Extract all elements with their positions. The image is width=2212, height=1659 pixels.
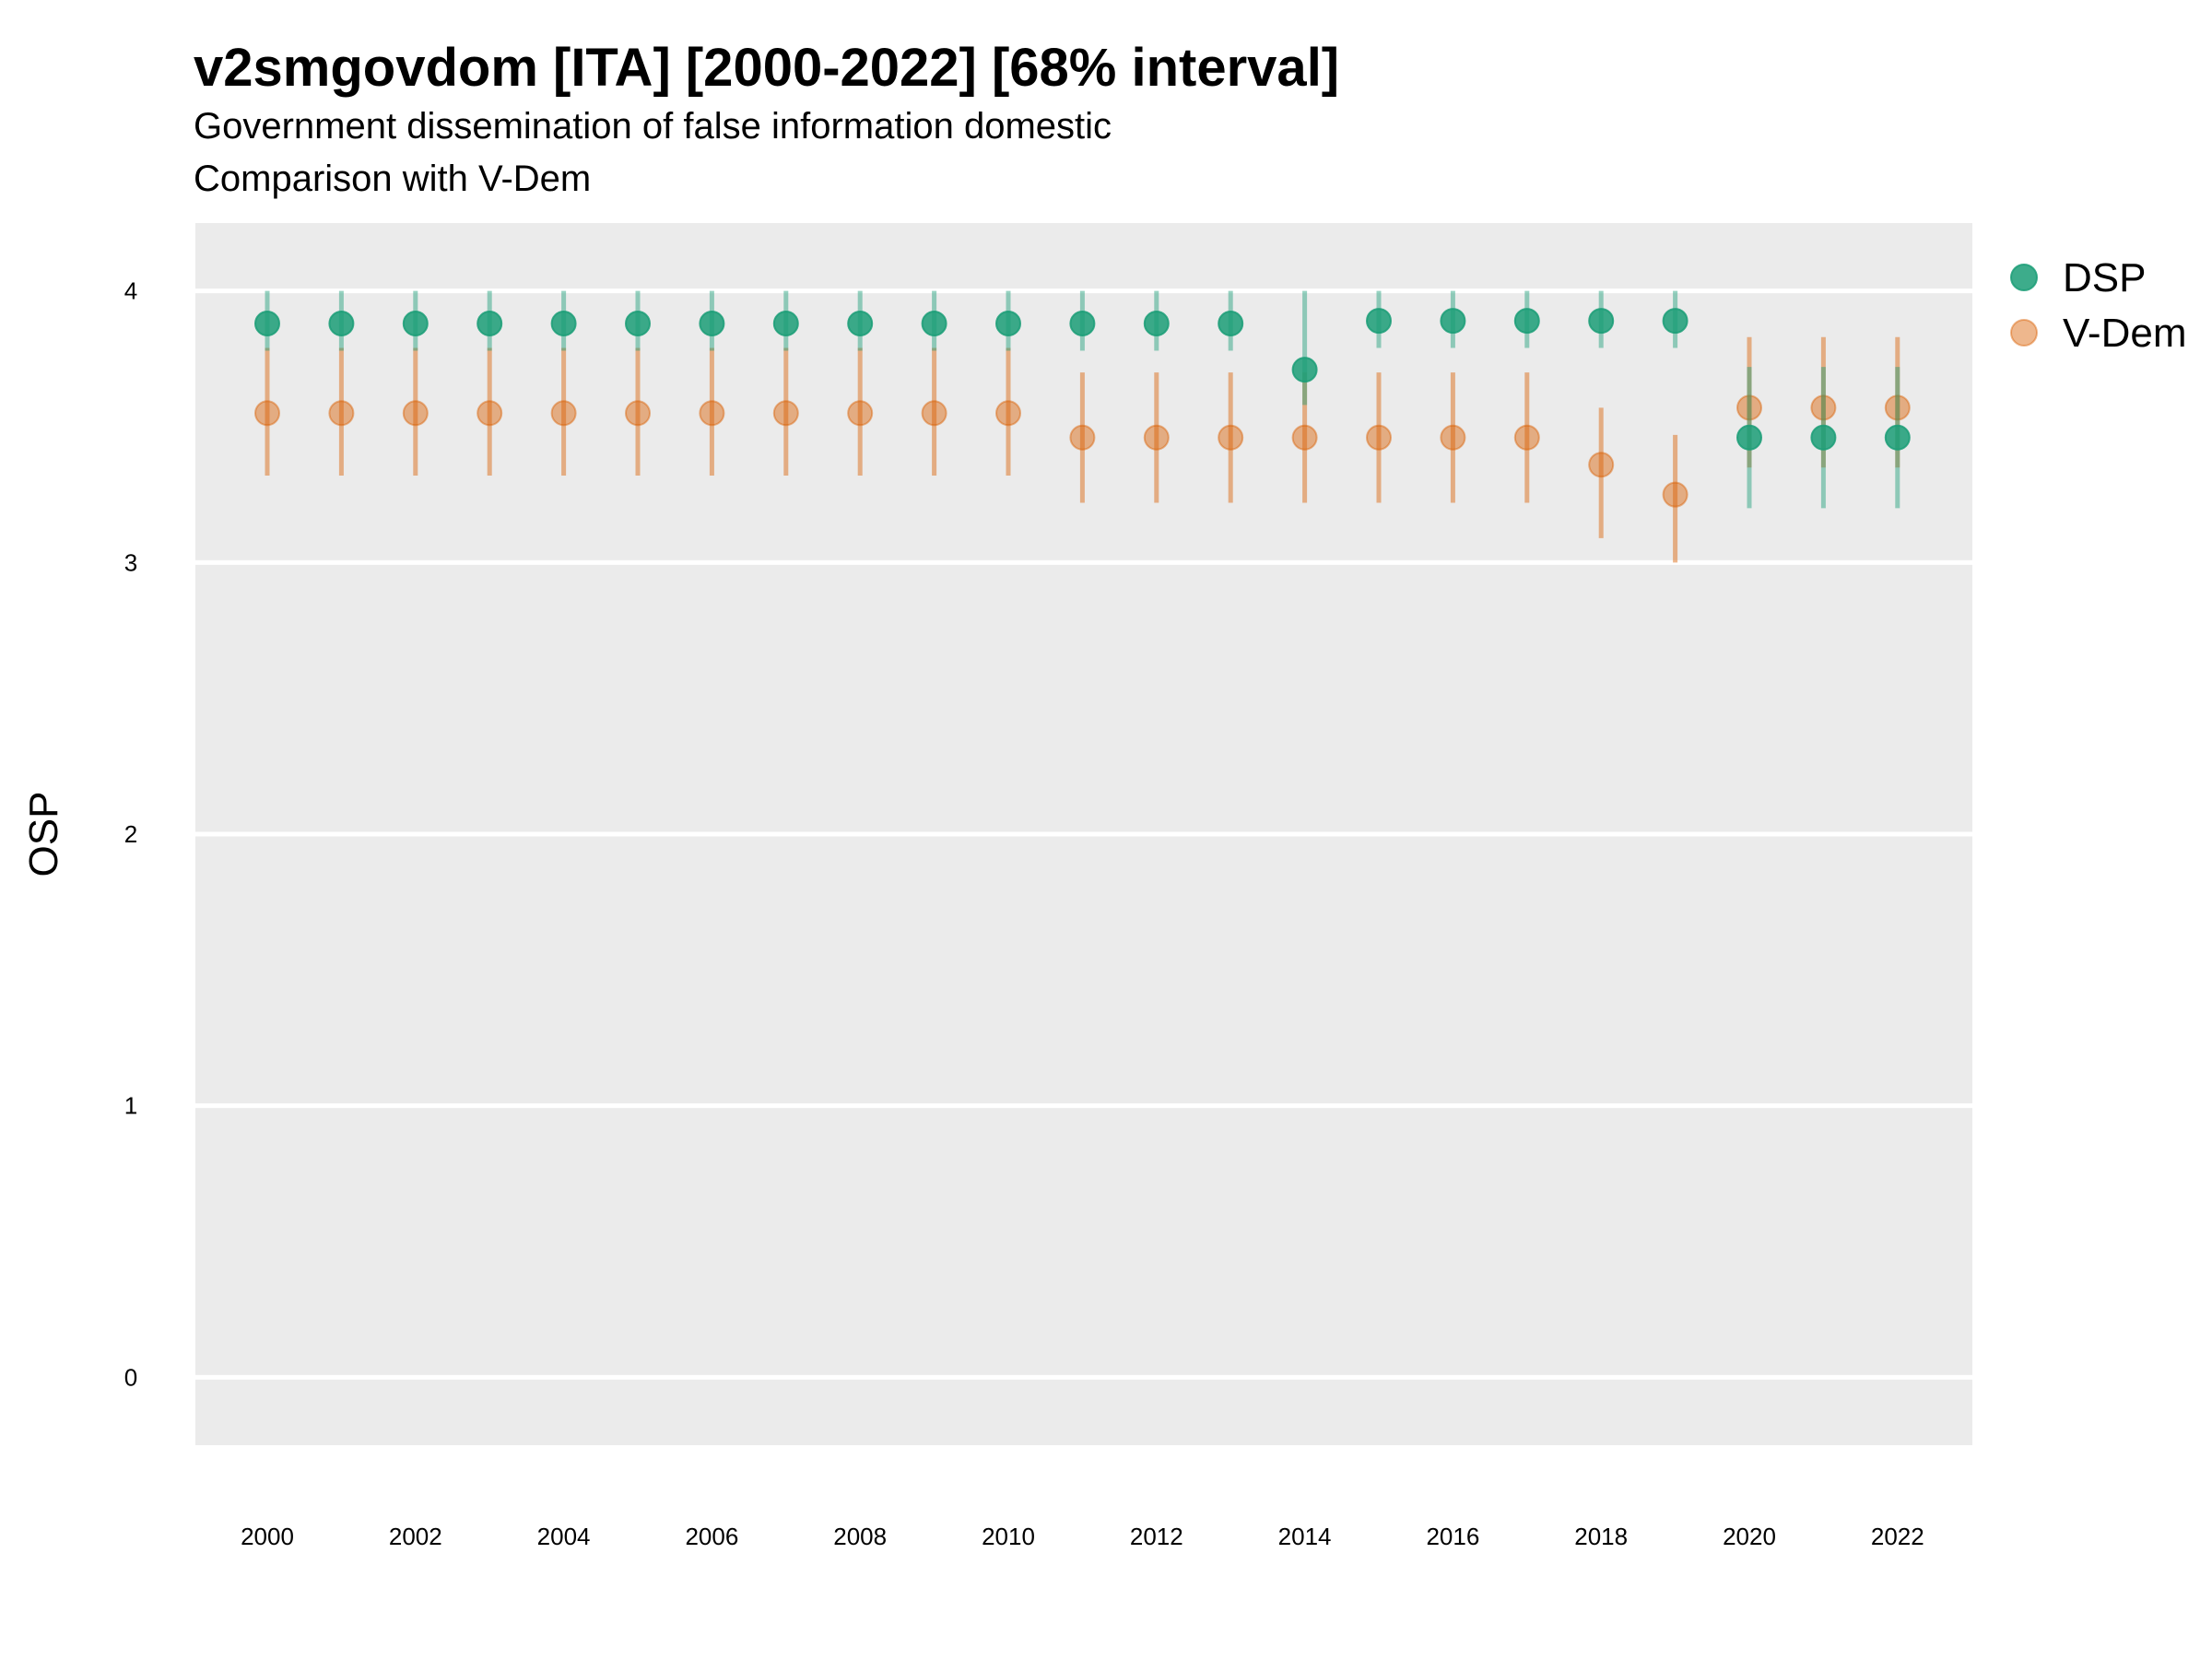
data-point-dsp-2011 xyxy=(1069,311,1096,337)
data-point-dsp-2021 xyxy=(1810,424,1837,451)
data-point-dsp-2020 xyxy=(1736,424,1762,451)
data-point-v-dem-2000 xyxy=(254,400,280,427)
data-point-v-dem-2016 xyxy=(1440,424,1466,451)
data-point-v-dem-2007 xyxy=(772,400,799,427)
data-point-dsp-2019 xyxy=(1662,308,1688,335)
data-point-v-dem-2010 xyxy=(995,400,1021,427)
data-point-dsp-2000 xyxy=(254,311,280,337)
data-point-v-dem-2002 xyxy=(402,400,429,427)
data-point-dsp-2015 xyxy=(1366,308,1392,335)
series-v-dem xyxy=(254,336,1911,563)
data-point-v-dem-2017 xyxy=(1513,424,1540,451)
data-point-dsp-2013 xyxy=(1218,311,1244,337)
data-point-v-dem-2013 xyxy=(1218,424,1244,451)
y-tick-label-4: 4 xyxy=(124,277,137,305)
data-point-v-dem-2009 xyxy=(921,400,947,427)
data-point-dsp-2005 xyxy=(625,311,651,337)
y-axis-title: OSP xyxy=(21,792,66,877)
data-point-v-dem-2001 xyxy=(328,400,355,427)
data-point-dsp-2016 xyxy=(1440,308,1466,335)
legend-label-v-dem: V-Dem xyxy=(2063,311,2186,356)
data-point-v-dem-2008 xyxy=(847,400,874,427)
y-tick-labels: 0 1 2 3 4 xyxy=(124,277,137,1392)
x-tick-label-2022: 2022 xyxy=(1871,1523,1924,1550)
data-point-v-dem-2014 xyxy=(1291,424,1318,451)
data-point-dsp-2004 xyxy=(550,311,577,337)
data-point-dsp-2002 xyxy=(402,311,429,337)
legend-label-dsp: DSP xyxy=(2063,255,2146,300)
data-point-v-dem-2021 xyxy=(1810,394,1837,421)
y-tick-label-1: 1 xyxy=(124,1092,137,1120)
x-tick-label-2018: 2018 xyxy=(1574,1523,1628,1550)
data-point-dsp-2007 xyxy=(772,311,799,337)
chart-subtitle-comparison: Comparison with V-Dem xyxy=(194,159,592,199)
data-point-dsp-2003 xyxy=(477,311,503,337)
data-point-v-dem-2003 xyxy=(477,400,503,427)
x-tick-label-2002: 2002 xyxy=(389,1523,442,1550)
x-tick-label-2008: 2008 xyxy=(833,1523,887,1550)
data-point-v-dem-2018 xyxy=(1588,452,1615,478)
data-point-v-dem-2006 xyxy=(699,400,725,427)
data-point-dsp-2008 xyxy=(847,311,874,337)
chart-subtitle: Government dissemination of false inform… xyxy=(194,106,1112,147)
data-point-dsp-2012 xyxy=(1143,311,1170,337)
data-point-dsp-2001 xyxy=(328,311,355,337)
data-point-v-dem-2004 xyxy=(550,400,577,427)
x-tick-label-2020: 2020 xyxy=(1723,1523,1776,1550)
data-point-v-dem-2020 xyxy=(1736,394,1762,421)
x-tick-label-2014: 2014 xyxy=(1278,1523,1332,1550)
series-dsp xyxy=(254,290,1911,509)
data-series xyxy=(254,290,1911,563)
data-point-dsp-2006 xyxy=(699,311,725,337)
gridlines xyxy=(195,288,1972,1380)
legend-marker-v-dem xyxy=(2010,319,2038,347)
y-tick-label-0: 0 xyxy=(124,1363,137,1391)
data-point-dsp-2014 xyxy=(1291,357,1318,383)
data-point-v-dem-2022 xyxy=(1884,394,1911,421)
x-tick-labels: 2000 2002 2004 2006 2008 2010 2012 2014 2016 2018… xyxy=(241,1523,1924,1550)
x-tick-label-2010: 2010 xyxy=(982,1523,1035,1550)
data-point-dsp-2009 xyxy=(921,311,947,337)
data-point-v-dem-2012 xyxy=(1143,424,1170,451)
x-tick-label-2016: 2016 xyxy=(1426,1523,1479,1550)
chart-title: v2smgovdom [ITA] [2000-2022] [68% interv… xyxy=(194,38,1340,98)
y-tick-label-2: 2 xyxy=(124,820,137,848)
data-point-v-dem-2015 xyxy=(1366,424,1392,451)
x-tick-label-2006: 2006 xyxy=(685,1523,738,1550)
data-point-v-dem-2005 xyxy=(625,400,651,427)
data-point-v-dem-2011 xyxy=(1069,424,1096,451)
data-point-dsp-2017 xyxy=(1513,308,1540,335)
data-point-dsp-2018 xyxy=(1588,308,1615,335)
x-tick-label-2012: 2012 xyxy=(1130,1523,1183,1550)
legend: DSP V-Dem xyxy=(2010,255,2186,356)
data-point-dsp-2022 xyxy=(1884,424,1911,451)
data-point-dsp-2010 xyxy=(995,311,1021,337)
x-tick-label-2004: 2004 xyxy=(537,1523,591,1550)
y-tick-label-3: 3 xyxy=(124,548,137,576)
x-tick-label-2000: 2000 xyxy=(241,1523,294,1550)
legend-marker-dsp xyxy=(2010,264,2038,291)
data-point-v-dem-2019 xyxy=(1662,481,1688,508)
